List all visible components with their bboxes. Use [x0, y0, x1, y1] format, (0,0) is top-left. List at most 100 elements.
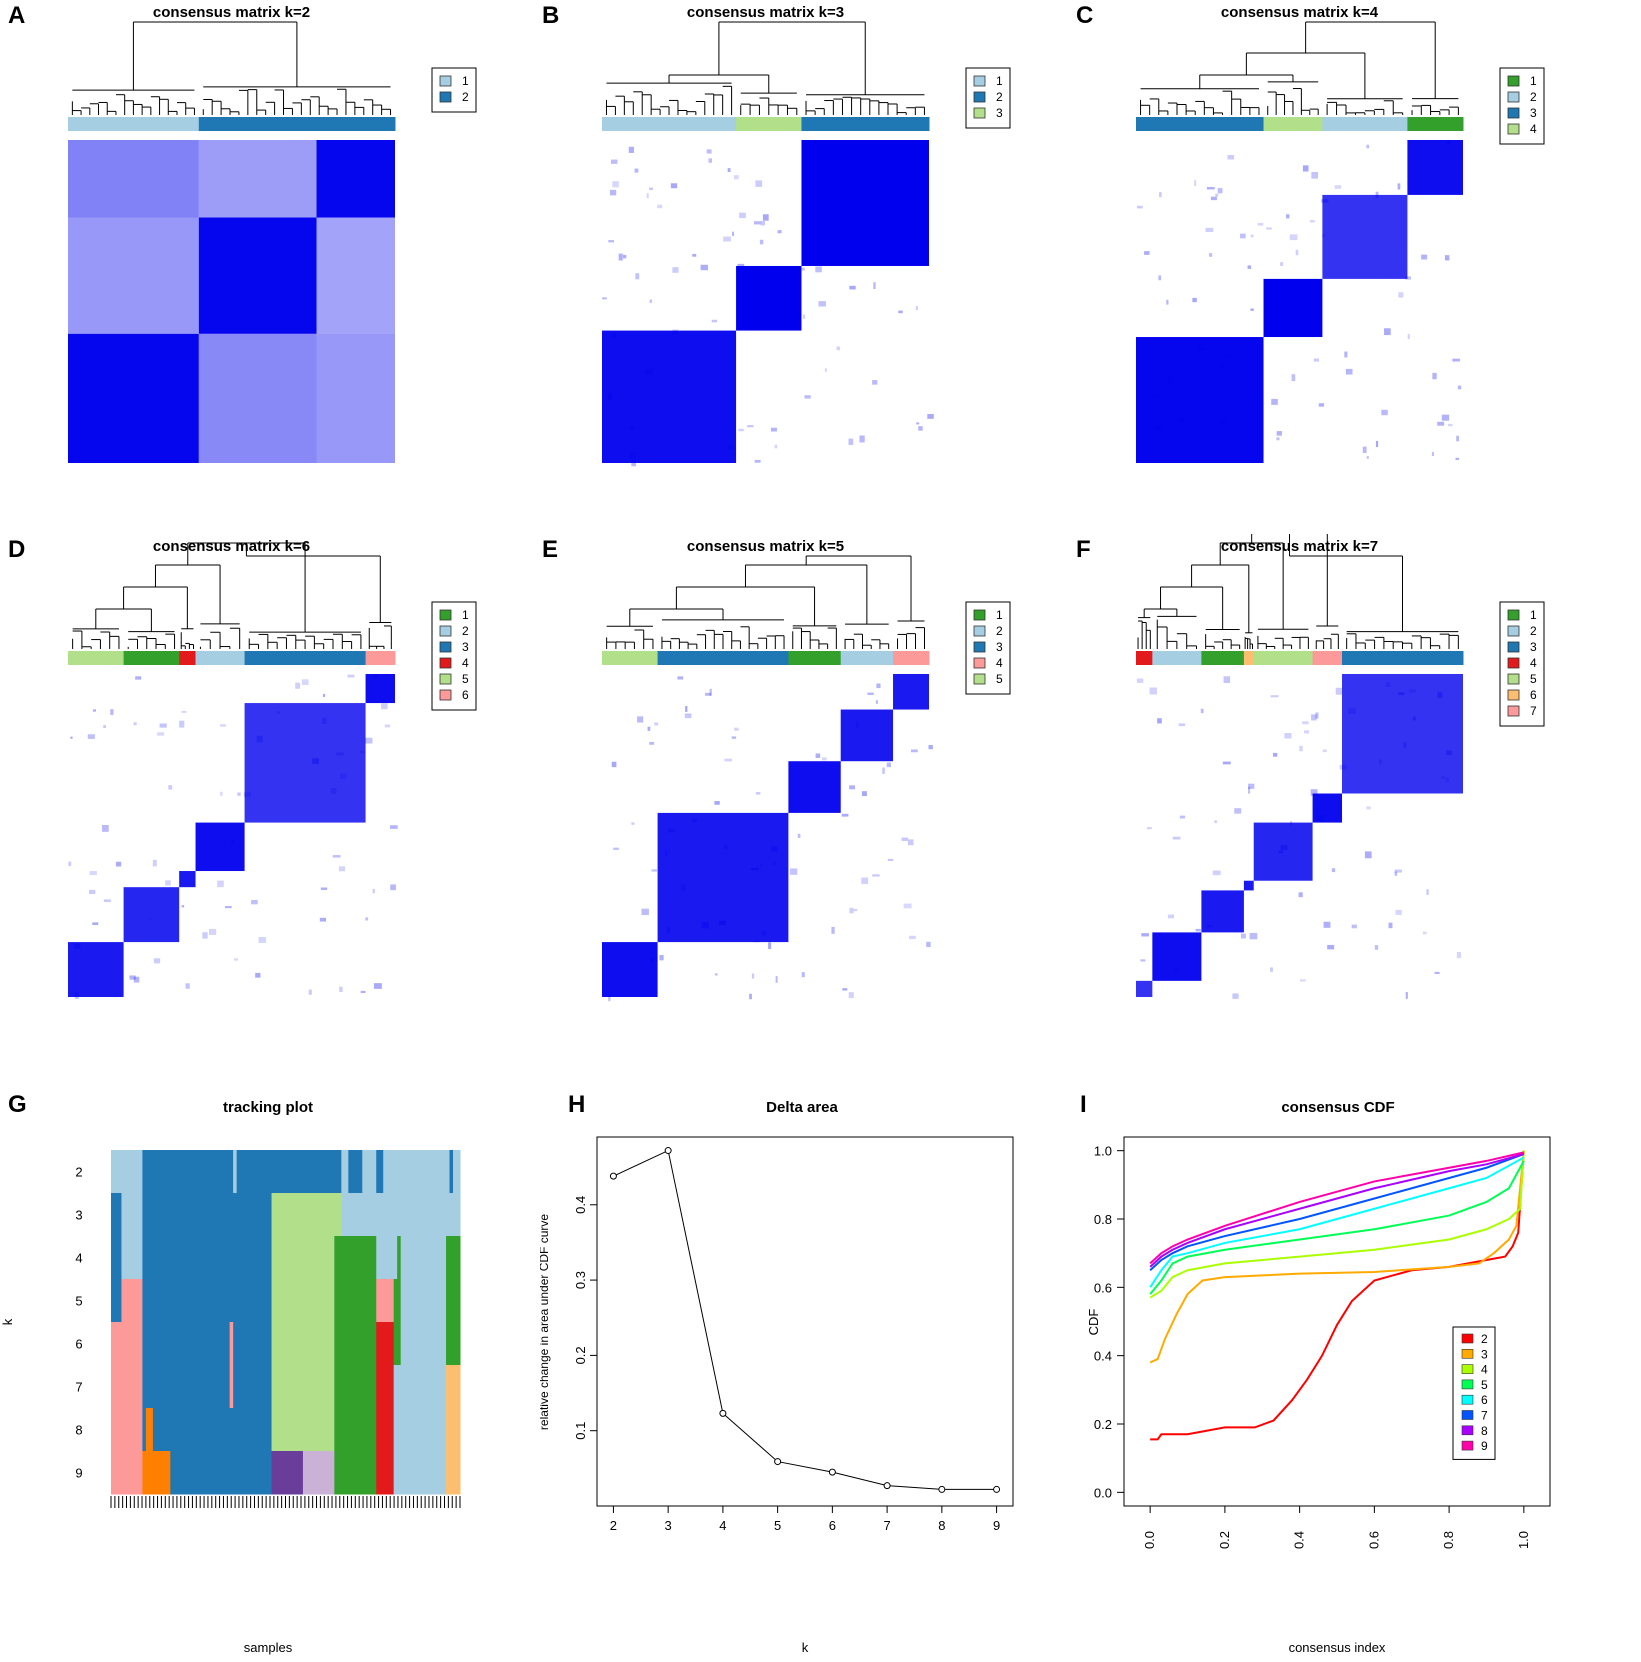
heatmap-speckle: [1272, 752, 1278, 757]
heatmap-speckle: [1345, 368, 1353, 375]
heatmap-speckle: [727, 445, 734, 450]
tracking-cell: [111, 1408, 143, 1452]
heatmap-speckle: [1375, 440, 1379, 448]
heatmap-speckle: [1444, 255, 1450, 261]
cdf-line-k4: [1149, 1150, 1525, 1299]
tracking-cell: [271, 1408, 335, 1452]
legend-label: 2: [996, 624, 1003, 638]
heatmap-speckle: [312, 758, 320, 765]
heatmap-speckle: [1194, 180, 1197, 187]
tracking-cell: [142, 1236, 273, 1280]
heatmap-speckle: [777, 230, 782, 234]
legend-label: 6: [1530, 688, 1537, 702]
heatmap-speckle: [1437, 691, 1443, 698]
heatmap-speckle: [115, 861, 122, 867]
dendrogram: [71, 21, 392, 115]
dendrogram: [1137, 534, 1459, 649]
tracking-cell: [376, 1150, 384, 1194]
heatmap-speckle: [224, 906, 232, 909]
heatmap-speckle: [762, 214, 769, 221]
tracking-cell: [400, 1279, 447, 1323]
heatmap-speckle: [165, 880, 171, 886]
tracking-cell: [229, 1322, 234, 1366]
heatmap-speckle: [1437, 421, 1445, 426]
cluster-bar-segment: [1312, 651, 1343, 665]
heatmap-speckle: [168, 785, 173, 790]
legend-label: 3: [1530, 106, 1537, 120]
consensus-matrix-D: consensus matrix k=6 1 2 3 4 5 6: [68, 538, 477, 999]
y-tick-label: 0.0: [1094, 1485, 1112, 1500]
legend-swatch: [439, 75, 452, 87]
heatmap-speckle: [1157, 718, 1162, 724]
legend-swatch: [1461, 1410, 1474, 1420]
tracking-cell: [376, 1365, 395, 1409]
x-tick-label: 0.0: [1142, 1531, 1157, 1549]
heatmap-speckle: [338, 866, 346, 872]
heatmap-speckle: [1278, 850, 1284, 854]
tracking-cell: [145, 1408, 154, 1452]
y-tick-label: 0.1: [573, 1422, 588, 1440]
heatmap-speckle: [87, 734, 95, 739]
heatmap-speckle: [1200, 708, 1204, 714]
heatmap-speckle: [1398, 292, 1404, 298]
heatmap-speckle: [859, 435, 865, 443]
heatmap-speckle: [817, 215, 824, 219]
heatmap-speckle: [630, 426, 635, 431]
consensus-matrix-C: consensus matrix k=4 1 2 3 4: [1136, 4, 1545, 463]
heatmap-speckle: [1298, 892, 1303, 898]
heatmap-block: [801, 140, 929, 266]
heatmap-speckle: [723, 236, 731, 242]
legend-label: 5: [996, 672, 1003, 686]
heatmap-speckle: [1300, 979, 1306, 982]
heatmap-speckle: [836, 346, 841, 351]
delta-point: [664, 1147, 672, 1155]
heatmap-speckle: [157, 732, 165, 736]
matrix-title: consensus matrix k=7: [1221, 538, 1378, 555]
heatmap-speckle: [657, 204, 663, 209]
tracking-cell: [271, 1451, 304, 1495]
heatmap-speckle: [618, 253, 623, 261]
heatmap-speckle: [1205, 227, 1214, 233]
legend-swatch: [1507, 705, 1520, 717]
heatmap-speckle: [1290, 821, 1293, 826]
heatmap: [1136, 140, 1463, 463]
tracking-cell: [376, 1279, 395, 1323]
heatmap-speckle: [914, 142, 919, 148]
tracking-cell: [376, 1236, 398, 1280]
tracking-cell: [111, 1150, 143, 1194]
cluster-bar-segment: [1253, 651, 1314, 665]
delta-point: [938, 1485, 946, 1493]
heatmap-speckle: [708, 158, 713, 163]
heatmap-speckle: [148, 917, 152, 920]
heatmap-block: [198, 217, 317, 334]
heatmap-speckle: [276, 711, 281, 714]
heatmap-offdiag: [68, 217, 199, 334]
heatmap-block: [1342, 674, 1463, 794]
legend-swatch: [973, 75, 986, 87]
heatmap-speckle: [1441, 414, 1450, 421]
heatmap-speckle: [733, 175, 739, 180]
heatmap-speckle: [861, 791, 867, 797]
tracking-cell: [334, 1236, 377, 1280]
y-tick-label: 0.2: [573, 1346, 588, 1364]
heatmap-speckle: [875, 700, 878, 704]
heatmap-speckle: [882, 767, 885, 774]
heatmap-speckle: [818, 301, 826, 307]
heatmap-speckle: [849, 785, 856, 790]
heatmap-speckle: [1331, 868, 1336, 873]
panel-label: H: [568, 1091, 585, 1118]
heatmap-block: [195, 822, 245, 872]
heatmap-speckle: [737, 263, 745, 267]
tracking-cell: [397, 1236, 402, 1280]
heatmap-speckle: [732, 231, 735, 236]
cluster-bar-segment: [1322, 117, 1408, 131]
heatmap-speckle: [92, 922, 99, 925]
tracking-cell: [236, 1150, 342, 1194]
k-tick-label: 6: [75, 1337, 82, 1352]
cluster-bar-segment: [1407, 117, 1464, 131]
y-tick-label: 0.4: [573, 1196, 588, 1214]
heatmap-speckle: [670, 183, 678, 189]
heatmap-speckle: [770, 427, 777, 432]
dendrogram: [72, 542, 392, 649]
heatmap-speckle: [1174, 967, 1179, 972]
